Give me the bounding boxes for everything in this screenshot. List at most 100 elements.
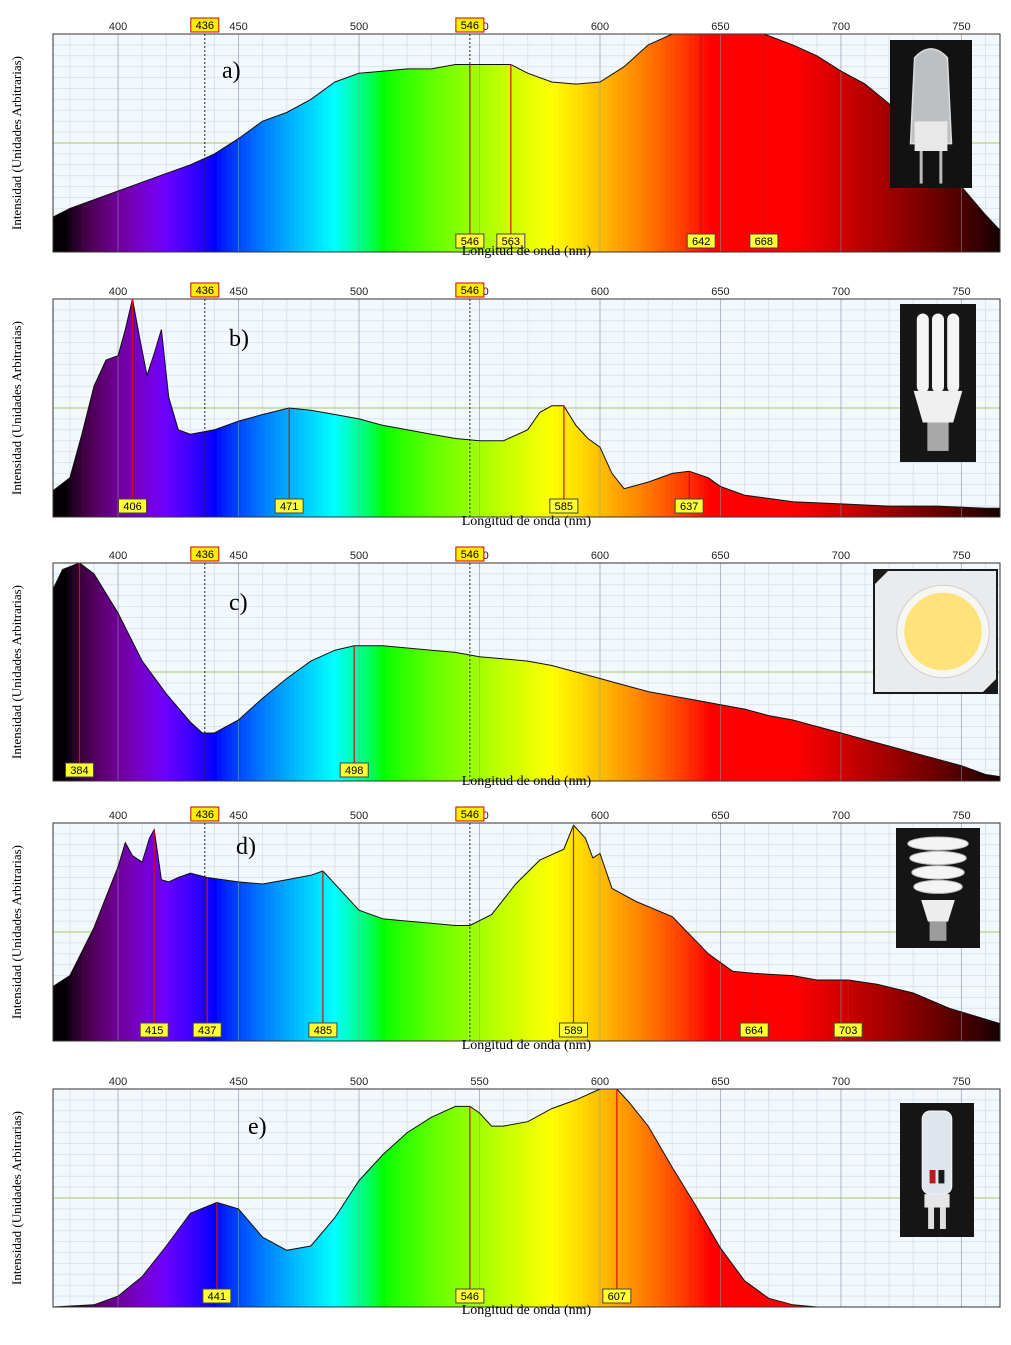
panel-e-x-tick-label: 450 [229, 1076, 247, 1088]
panel-e-spectrum-line [52, 1088, 1000, 1308]
panel-d-x-tick-label: 650 [711, 810, 729, 822]
panel-c-x-tick-label: 500 [350, 550, 368, 562]
panel-d-peak-label: 485 [314, 1025, 332, 1037]
panel-a-x-tick-label: 500 [350, 21, 368, 33]
panel-b-x-tick-label: 400 [109, 286, 127, 298]
panel-a-peak-label: 642 [692, 236, 710, 248]
panel-d-reference-label: 436 [196, 809, 214, 821]
panel-a-peak-label: 668 [755, 236, 773, 248]
panel-e-peak-label: 441 [208, 1291, 226, 1303]
panel-c-x-tick-label: 600 [591, 550, 609, 562]
g9-led-bulb-photo [900, 1103, 974, 1237]
panel-d-frame [52, 822, 1001, 1042]
panel-d-x-tick-label: 450 [229, 810, 247, 822]
panel-a-x-tick-label: 400 [109, 21, 127, 33]
panel-b-x-tick-label: 600 [591, 286, 609, 298]
panel-d-x-tick-label: 600 [591, 810, 609, 822]
panel-a-x-tick-label: 750 [952, 21, 970, 33]
panel-e-x-tick-label: 400 [109, 1076, 127, 1088]
cfl-u-tube-bulb-photo [900, 304, 976, 462]
panel-c-label: c) [229, 590, 248, 616]
panel-a-x-tick-label: 450 [229, 21, 247, 33]
panel-a-peak-label: 546 [461, 236, 479, 248]
panel-b-x-tick-label: 750 [952, 286, 970, 298]
panel-a-x-tick-label: 700 [832, 21, 850, 33]
panel-e-x-tick-label: 550 [470, 1076, 488, 1088]
panel-d-label: d) [236, 834, 256, 860]
panel-e-peak-label: 607 [608, 1291, 626, 1303]
panel-a-spectrum-line [52, 33, 1001, 231]
panel-b-peak-label: 406 [123, 501, 141, 513]
panel-a-peak-badge [496, 233, 526, 249]
panel-b-peak-label: 637 [680, 501, 698, 513]
panel-d-peak-label: 703 [839, 1025, 857, 1037]
panel-a-peak-label: 563 [502, 236, 520, 248]
panel-c-spectrum-line [52, 562, 1001, 778]
panel-d-x-axis-label: Longitud de onda (nm) [461, 1038, 592, 1053]
panel-e-label: e) [248, 1114, 267, 1140]
panel-b-x-tick-label: 450 [229, 286, 247, 298]
panel-c-x-tick-label: 650 [711, 550, 729, 562]
panel-a-reference-badge [190, 17, 220, 33]
panel-c-reference-label: 546 [461, 549, 479, 561]
panel-e-frame [52, 1088, 1001, 1308]
halogen-bulb-photo [890, 40, 972, 188]
panel-c-x-tick-label: 700 [832, 550, 850, 562]
panel-a-peak-badge [686, 233, 716, 249]
panel-b-peak-label: 471 [280, 501, 298, 513]
panel-b-reference-label: 436 [196, 285, 214, 297]
panel-b-peak-badge [549, 498, 579, 514]
panel-c-peak-badge [339, 762, 369, 778]
panel-d-peak-label: 437 [198, 1025, 216, 1037]
panel-e-x-tick-label: 700 [832, 1076, 850, 1088]
panel-d-peak-badge [739, 1022, 769, 1038]
panel-d-x-tick-label: 400 [109, 810, 127, 822]
panel-a-x-tick-label: 600 [591, 21, 609, 33]
panel-a-frame [52, 33, 1001, 253]
panel-b-x-tick-label: 650 [711, 286, 729, 298]
panel-d-reference-badge [190, 806, 220, 822]
panel-b-spectrum-line [52, 298, 1000, 509]
panel-d-x-tick-label: 500 [350, 810, 368, 822]
panel-d-peak-badge [308, 1022, 338, 1038]
panel-e-peak-badge [455, 1288, 485, 1304]
panel-b-reference-label: 546 [461, 285, 479, 297]
panel-d-peak-badge [833, 1022, 863, 1038]
panel-e-x-tick-label: 600 [591, 1076, 609, 1088]
panel-c-reference-label: 436 [196, 549, 214, 561]
panel-e-peak-badge [202, 1288, 232, 1304]
panel-a-reference-label: 546 [461, 20, 479, 32]
panel-b-reference-badge [190, 282, 220, 298]
panel-e-x-tick-label: 650 [711, 1076, 729, 1088]
panel-a-peak-badge [455, 233, 485, 249]
panel-b-reference-badge [455, 282, 485, 298]
panel-c-x-tick-label: 450 [229, 550, 247, 562]
panel-d-peak-label: 415 [145, 1025, 163, 1037]
panel-c-frame [52, 562, 1001, 782]
panel-a-peak-badge [749, 233, 779, 249]
panel-d-spectrum-line [52, 824, 1001, 1025]
panel-d-peak-label: 589 [564, 1025, 582, 1037]
panel-a-label: a) [222, 58, 241, 84]
panel-d-reference-badge [455, 806, 485, 822]
panel-c-reference-badge [455, 546, 485, 562]
cob-led-chip-photo [873, 569, 998, 694]
panel-b-x-axis-label: Longitud de onda (nm) [461, 514, 592, 529]
panel-a-x-tick-label: 650 [711, 21, 729, 33]
panel-a-reference-badge [455, 17, 485, 33]
panel-c-peak-label: 384 [70, 765, 88, 777]
panel-d-peak-badge [192, 1022, 222, 1038]
panel-b-peak-badge [118, 498, 148, 514]
panel-e-y-axis-label: Intensidad (Unidades Arbitrarias) [9, 1110, 25, 1286]
panel-a-reference-label: 436 [196, 20, 214, 32]
panel-b-label: b) [229, 326, 249, 352]
panel-e-x-tick-label: 500 [350, 1076, 368, 1088]
panel-c-x-tick-label: 750 [952, 550, 970, 562]
panel-b-x-tick-label: 700 [832, 286, 850, 298]
cfl-spiral-bulb-photo [896, 828, 980, 948]
